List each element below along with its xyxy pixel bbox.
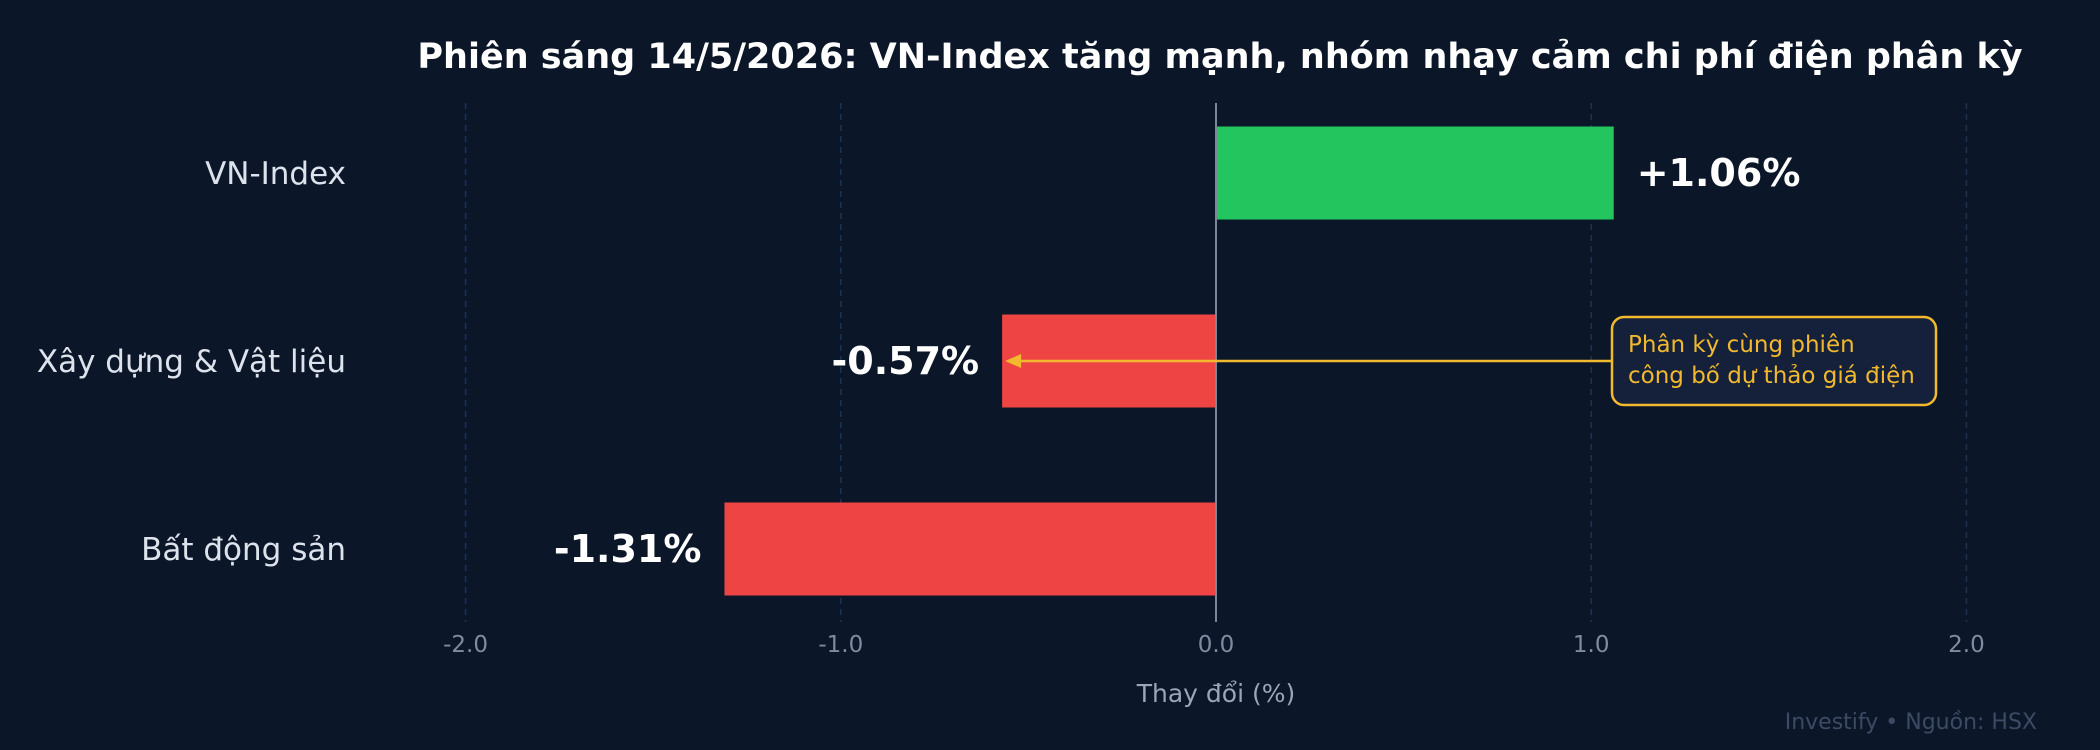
value-labels: +1.06% -0.57% -1.31% [554, 151, 1801, 571]
annotation-text: Phân kỳ cùng phiên [1628, 332, 1855, 358]
footer-source: Investify • Nguồn: HSX [1785, 710, 2037, 735]
value-label: +1.06% [1637, 151, 1801, 195]
category-labels: VN-Index Xây dựng & Vật liệu Bất động sản [37, 156, 346, 568]
chart-title: Phiên sáng 14/5/2026: VN-Index tăng mạnh… [417, 37, 2022, 77]
annotation-arrow-head [1005, 354, 1022, 368]
category-label: VN-Index [205, 156, 346, 192]
x-tick-labels: -2.0 -1.0 0.0 1.0 2.0 [443, 632, 1985, 658]
x-tick-label: -1.0 [818, 632, 863, 658]
bar [1216, 126, 1614, 220]
annotation-text: công bố dự thảo giá điện [1628, 363, 1915, 389]
bars [724, 126, 1614, 596]
x-tick-label: -2.0 [443, 632, 488, 658]
x-tick-label: 1.0 [1573, 632, 1610, 658]
value-label: -0.57% [832, 339, 980, 383]
x-axis-label: Thay đổi (%) [1136, 679, 1296, 708]
category-label: Bất động sản [141, 532, 346, 568]
annotation-box [1610, 315, 1938, 407]
value-label: -1.31% [554, 527, 702, 571]
category-label: Xây dựng & Vật liệu [37, 344, 346, 380]
x-tick-label: 2.0 [1948, 632, 1985, 658]
bar [724, 502, 1216, 596]
annotation: Phân kỳ cùng phiên công bố dự thảo giá đi… [1005, 315, 1938, 407]
x-tick-label: 0.0 [1198, 632, 1235, 658]
